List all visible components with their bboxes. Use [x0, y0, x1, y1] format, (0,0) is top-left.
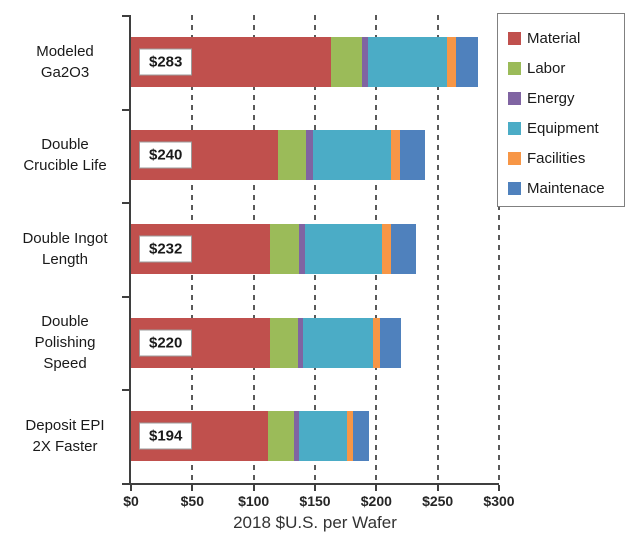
y-axis-tick: [122, 389, 129, 392]
x-axis-tick: [498, 485, 500, 491]
category-label-line: Ga2O3: [40, 63, 90, 81]
bar-segment-equipment: [299, 411, 347, 462]
legend-label-material: Material: [527, 29, 581, 47]
bar-segment-energy: [299, 224, 306, 274]
y-axis-tick: [122, 15, 129, 17]
legend-item-equipment: Equipment: [508, 113, 624, 143]
bar-double-polishing-speed: $220: [131, 317, 401, 368]
bar-segment-energy: [361, 36, 368, 87]
category-label-line: 2X Faster: [32, 438, 98, 456]
legend-swatch-maintenace: [508, 181, 521, 195]
x-tick-label-300: $300: [483, 493, 515, 509]
bar-segment-equipment: [312, 130, 392, 181]
y-axis-tick: [122, 202, 129, 205]
x-axis-tick: [436, 485, 439, 491]
total-label-double-polishing-speed: $220: [139, 329, 193, 357]
bar-segment-labor: [269, 224, 300, 274]
gridline-300: [498, 15, 500, 483]
y-axis-tick: [122, 108, 129, 111]
category-label-double-polishing-speed: Double Polishing Speed: [4, 296, 126, 390]
bar-segment-labor: [269, 317, 298, 368]
bar-segment-maintenace: [399, 130, 426, 181]
bar-segment-equipment: [305, 224, 383, 274]
bar-segment-equipment: [302, 317, 373, 368]
bar-segment-labor: [330, 36, 362, 87]
x-axis-tick: [191, 485, 194, 491]
x-axis-tick: [375, 485, 378, 491]
legend-label-energy: Energy: [527, 89, 575, 107]
category-label-line: Crucible Life: [23, 157, 107, 175]
legend: Material Labor Energy Equipment Facilities Ma…: [497, 13, 625, 207]
legend-item-material: Material: [508, 23, 624, 53]
legend-label-maintenace: Maintenace: [527, 179, 605, 197]
category-label-line: Modeled: [36, 42, 94, 60]
bar-segment-maintenace: [379, 317, 401, 368]
x-tick-label-200: $200: [360, 493, 392, 509]
x-tick-label-100: $100: [238, 493, 270, 509]
bar-double-ingot-length: $232: [131, 224, 416, 274]
gridline-250: [436, 15, 439, 483]
bar-deposit-epi-2x-faster: $194: [131, 411, 369, 462]
x-tick-label-0: $0: [123, 493, 139, 509]
bar-segment-energy: [306, 130, 313, 181]
total-label-double-ingot-length: $232: [139, 235, 193, 263]
x-axis-title: 2018 $U.S. per Wafer: [233, 513, 397, 532]
legend-label-labor: Labor: [527, 59, 566, 77]
category-label-line: Length: [42, 250, 88, 268]
category-label-modeled-ga2o3: Modeled Ga2O3: [4, 15, 126, 109]
category-label-deposit-epi-2x-faster: Deposit EPI 2X Faster: [4, 389, 126, 483]
category-label-line: Double: [41, 313, 89, 331]
category-label-double-crucible-life: Double Crucible Life: [4, 109, 126, 203]
bar-modeled-ga2o3: $283: [131, 36, 479, 87]
bar-segment-maintenace: [456, 36, 479, 87]
bar-segment-energy: [294, 411, 300, 462]
legend-swatch-equipment: [508, 121, 521, 135]
legend-item-facilities: Facilities: [508, 143, 624, 173]
bar-double-crucible-life: $240: [131, 130, 426, 181]
bar-segment-facilities: [346, 411, 353, 462]
y-axis-tick: [122, 295, 129, 298]
bar-segment-facilities: [382, 224, 392, 274]
legend-label-facilities: Facilities: [527, 149, 586, 167]
category-label-line: Speed: [43, 355, 87, 373]
x-axis-tick: [252, 485, 255, 491]
x-tick-label-250: $250: [422, 493, 454, 509]
legend-label-equipment: Equipment: [527, 119, 599, 137]
x-tick-label-150: $150: [299, 493, 331, 509]
legend-item-maintenace: Maintenace: [508, 173, 624, 203]
category-label-line: Double: [41, 136, 89, 154]
legend-item-labor: Labor: [508, 53, 624, 83]
total-label-modeled-ga2o3: $283: [139, 48, 193, 76]
bar-segment-equipment: [367, 36, 448, 87]
bar-segment-facilities: [372, 317, 380, 368]
bar-segment-facilities: [391, 130, 400, 181]
bar-segment-facilities: [447, 36, 457, 87]
total-label-double-crucible-life: $240: [139, 141, 193, 169]
bar-segment-labor: [268, 411, 295, 462]
legend-swatch-energy: [508, 91, 521, 105]
category-label-line: Double Ingot: [22, 229, 108, 247]
total-label-deposit-epi-2x-faster: $194: [139, 422, 193, 450]
legend-item-energy: Energy: [508, 83, 624, 113]
bar-segment-maintenace: [391, 224, 416, 274]
legend-swatch-labor: [508, 61, 521, 75]
bar-segment-energy: [297, 317, 303, 368]
bar-segment-labor: [278, 130, 307, 181]
x-axis-line: [129, 483, 499, 485]
x-tick-label-50: $50: [180, 493, 204, 509]
x-axis-tick: [314, 485, 316, 491]
category-label-line: Deposit EPI: [25, 417, 105, 435]
category-label-line: Polishing: [34, 334, 96, 352]
category-label-double-ingot-length: Double Ingot Length: [4, 202, 126, 296]
legend-swatch-facilities: [508, 151, 521, 165]
y-axis-line: [129, 15, 131, 485]
y-axis-tick: [122, 483, 129, 485]
legend-swatch-material: [508, 31, 521, 45]
bar-segment-maintenace: [352, 411, 369, 462]
x-axis-tick: [130, 485, 132, 491]
